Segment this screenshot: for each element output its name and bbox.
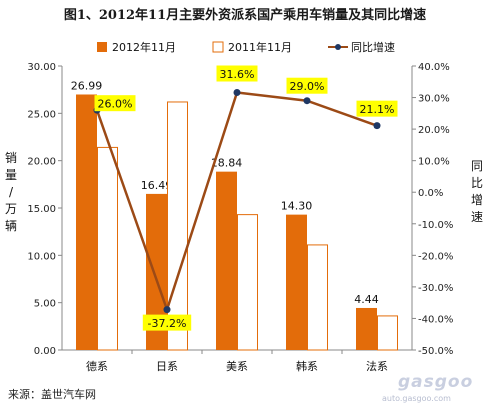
bar-2012-value-label: 16.49 [141, 179, 173, 192]
growth-value-label: 26.0% [98, 98, 133, 111]
bar-2012-value-label: 14.30 [281, 200, 313, 213]
y-left-tick-label: 20.00 [27, 157, 56, 168]
y-right-tick-label: 0.0% [418, 188, 443, 199]
y-right-tick-label: -20.0% [418, 251, 453, 262]
legend-label: 2011年11月 [228, 40, 292, 54]
y-right-tick-label: -30.0% [418, 283, 453, 294]
y-right-tick-label: -10.0% [418, 220, 453, 231]
bar-2011 [97, 146, 118, 351]
bar-2012-value-label: 26.99 [71, 79, 103, 92]
bar-2012 [146, 193, 167, 350]
y-right-tick-label: -40.0% [418, 314, 453, 325]
bar-2012-value-label: 4.44 [354, 293, 379, 306]
y-left-tick-label: 25.00 [27, 109, 56, 120]
bar-2012-value-label: 18.84 [211, 157, 243, 170]
bar-2012 [286, 214, 307, 350]
bar-2011 [307, 244, 328, 351]
growth-value-label: 29.0% [290, 80, 325, 93]
growth-label-box [94, 95, 136, 112]
growth-value-label: 31.6% [220, 68, 255, 81]
bar-2012 [356, 307, 377, 350]
bar-2011 [377, 315, 398, 351]
legend-label: 2012年11月 [112, 40, 176, 54]
growth-value-label: -37.2% [148, 317, 187, 330]
bar-2011 [167, 101, 188, 351]
legend-label: 同比增速 [351, 40, 395, 54]
y-left-tick-label: 5.00 [34, 299, 56, 310]
growth-point [303, 97, 311, 105]
bar-2012 [76, 94, 97, 351]
y-right-tick-label: -50.0% [418, 346, 453, 357]
bar-2011 [237, 214, 258, 351]
growth-value-label: 21.1% [360, 103, 395, 116]
legend-swatch-2011 [212, 41, 224, 53]
growth-label-box [142, 314, 192, 331]
bar-2012 [216, 171, 237, 350]
x-tick-label: 韩系 [296, 359, 318, 373]
x-tick-label: 德系 [86, 359, 108, 373]
growth-label-box [286, 77, 328, 94]
y-right-tick-label: 40.0% [418, 62, 450, 73]
growth-point [233, 89, 241, 97]
legend-marker-growth [335, 44, 341, 50]
x-tick-label: 法系 [366, 359, 388, 373]
y-left-tick-label: 30.00 [27, 62, 56, 73]
watermark-logo: gasgoo [398, 372, 474, 392]
watermark-url: auto.gasgoo.com [382, 394, 451, 403]
y-left-tick-label: 10.00 [27, 251, 56, 262]
x-tick-label: 日系 [156, 360, 178, 373]
growth-label-box [216, 65, 258, 82]
x-tick-label: 美系 [226, 360, 248, 373]
y-left-tick-label: 15.00 [27, 204, 56, 215]
chart-title: 图1、2012年11月主要外资派系国产乘用车销量及其同比增速 [63, 8, 427, 23]
y-right-tick-label: 30.0% [418, 94, 450, 105]
y-axis-right-label: 同比增速 [470, 159, 483, 224]
y-left-tick-label: 0.00 [34, 346, 56, 357]
y-right-tick-label: 10.0% [418, 157, 450, 168]
y-right-tick-label: 20.0% [418, 125, 450, 136]
source-note: 来源：盖世汽车网 [8, 388, 96, 401]
legend-swatch-2012 [97, 42, 107, 52]
y-axis-left-label: 销量 / 万辆 [4, 151, 17, 233]
growth-point [163, 306, 171, 314]
growth-point [373, 122, 381, 130]
growth-label-box [356, 100, 398, 117]
